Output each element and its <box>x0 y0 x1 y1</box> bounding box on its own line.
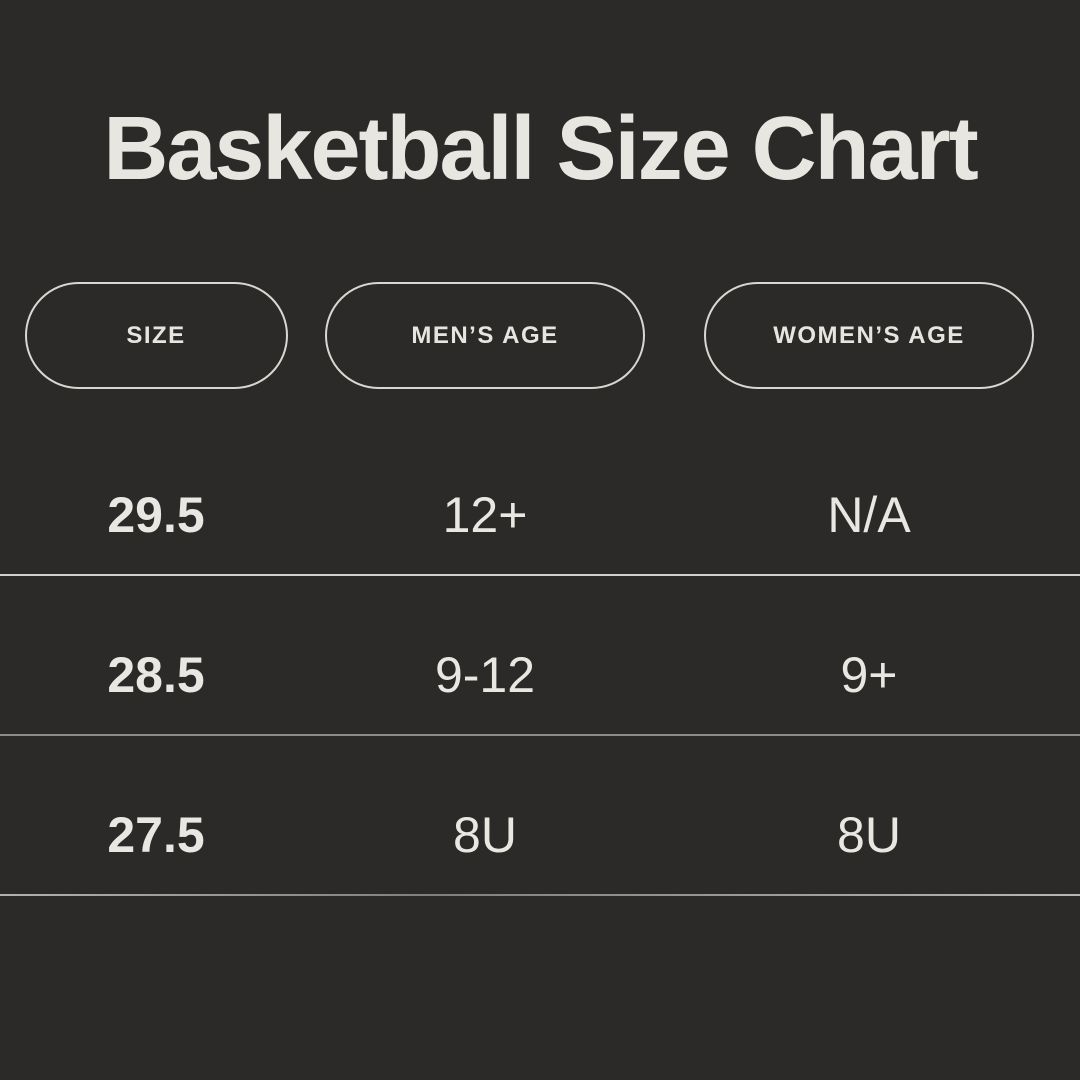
cell-mens-age: 8U <box>453 807 517 863</box>
cell-womens-age: 8U <box>837 807 901 863</box>
page-title: Basketball Size Chart <box>103 99 978 199</box>
table-row: 27.5 8U 8U <box>0 736 1080 896</box>
size-table: 29.5 12+ N/A 28.5 9-12 9+ 27.5 8U 8U <box>0 416 1080 896</box>
header-cell-size: SIZE <box>0 282 312 389</box>
cell-womens-age: N/A <box>827 487 911 543</box>
column-label-womens-age: WOMEN’S AGE <box>773 321 965 349</box>
cell-mens-age: 12+ <box>442 487 528 543</box>
table-header-row: SIZE MEN’S AGE WOMEN’S AGE <box>0 282 1080 389</box>
column-pill-size: SIZE <box>24 282 288 389</box>
cell-womens-age: 9+ <box>840 647 898 703</box>
header-cell-mens-age: MEN’S AGE <box>312 282 658 389</box>
column-pill-womens-age: WOMEN’S AGE <box>704 282 1034 389</box>
column-label-mens-age: MEN’S AGE <box>411 321 559 349</box>
cell-size: 28.5 <box>107 647 205 703</box>
table-row: 29.5 12+ N/A <box>0 416 1080 576</box>
cell-mens-age: 9-12 <box>434 647 536 703</box>
cell-size: 27.5 <box>107 807 205 863</box>
column-pill-mens-age: MEN’S AGE <box>325 282 645 389</box>
header-cell-womens-age: WOMEN’S AGE <box>658 282 1080 389</box>
cell-size: 29.5 <box>107 487 205 543</box>
column-label-size: SIZE <box>126 321 186 349</box>
table-row: 28.5 9-12 9+ <box>0 576 1080 736</box>
